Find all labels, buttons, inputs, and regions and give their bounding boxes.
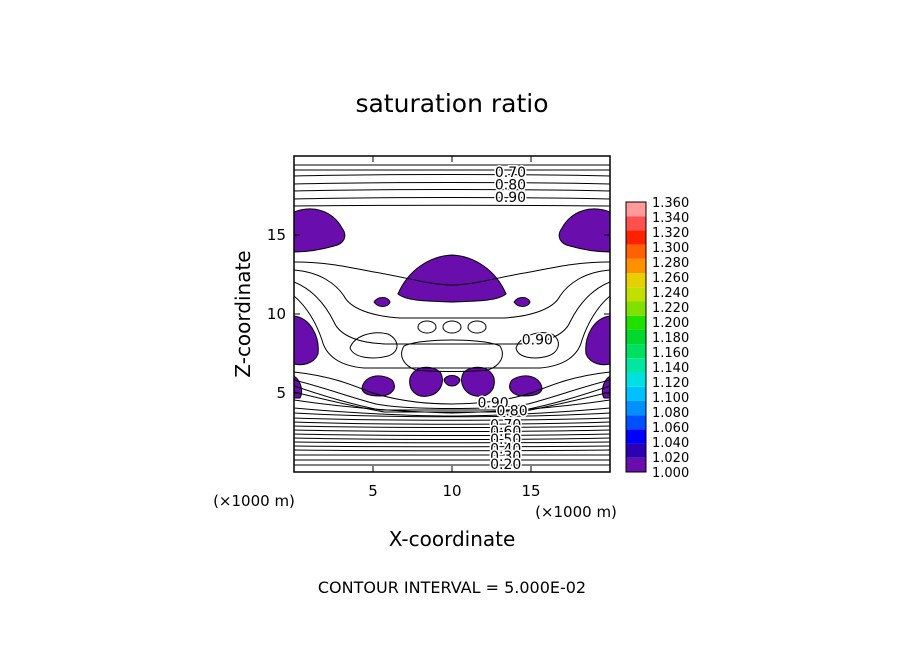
contour-value-label: 0.90 <box>477 395 508 411</box>
contour-value-label: 0.80 <box>496 403 527 419</box>
x-unit-label-right: (×1000 m) <box>535 503 617 521</box>
colorbar-level-label: 1.180 <box>652 331 689 346</box>
colorbar-swatch <box>626 216 646 231</box>
x-axis-label: X-coordinate <box>389 527 516 551</box>
region-lower-left <box>361 375 395 397</box>
region-small-left <box>373 297 391 307</box>
colorbar-level-label: 1.220 <box>652 301 689 316</box>
colorbar-level-label: 1.300 <box>652 241 689 256</box>
colorbar-swatch <box>626 202 646 217</box>
contour-value-label: 0.90 <box>522 332 553 348</box>
colorbar-swatch <box>626 258 646 274</box>
colorbar-level-label: 1.000 <box>652 466 689 481</box>
supersaturated-regions <box>294 208 610 399</box>
colorbar-swatch <box>626 429 646 444</box>
colorbar-level-label: 1.120 <box>652 376 689 391</box>
region-lower-right <box>509 375 543 397</box>
x-axis-ticks: 5 10 15 <box>368 156 541 500</box>
colorbar-level-label: 1.200 <box>652 316 689 331</box>
colorbar-swatch <box>626 400 646 416</box>
colorbar-swatch <box>626 372 646 387</box>
colorbar: 1.0001.0201.0401.0601.0801.1001.1201.140… <box>625 196 689 481</box>
colorbar-level-label: 1.140 <box>652 361 689 376</box>
colorbar-swatch <box>626 344 646 359</box>
colorbar-swatch <box>626 386 646 401</box>
contour-value-label: 0.60 <box>490 424 521 440</box>
colorbar-level-label: 1.160 <box>652 346 689 361</box>
contour-value-label: 0.30 <box>490 449 521 465</box>
colorbar-swatch <box>626 273 646 288</box>
colorbar-level-label: 1.340 <box>652 211 689 226</box>
contour-value-label: 0.80 <box>495 177 526 193</box>
x-tick-label: 10 <box>442 482 461 500</box>
colorbar-level-label: 1.060 <box>652 421 689 436</box>
colorbar-swatch <box>626 415 646 430</box>
x-tick-label: 5 <box>368 482 378 500</box>
y-tick-label: 10 <box>267 305 286 323</box>
colorbar-level-label: 1.280 <box>652 256 689 271</box>
colorbar-swatch <box>626 287 646 302</box>
region-right-mid <box>585 315 610 366</box>
colorbar-level-label: 1.240 <box>652 286 689 301</box>
contour-value-label: 0.50 <box>490 432 521 448</box>
y-tick-label: 15 <box>267 226 286 244</box>
colorbar-level-label: 1.260 <box>652 271 689 286</box>
x-unit-label-left: (×1000 m) <box>213 492 295 510</box>
colorbar-level-label: 1.080 <box>652 406 689 421</box>
y-axis-ticks: 5 10 15 <box>267 226 610 402</box>
contour-interval-footer: CONTOUR INTERVAL = 5.000E-02 <box>318 578 586 597</box>
y-tick-label: 5 <box>276 384 286 402</box>
region-top-right <box>558 208 610 253</box>
contour-value-label: 0.70 <box>490 418 521 434</box>
y-axis-label: Z-coordinate <box>231 250 255 377</box>
chart-title: saturation ratio <box>355 89 548 118</box>
colorbar-swatch <box>626 457 646 472</box>
colorbar-swatch <box>626 244 646 259</box>
colorbar-swatch <box>626 230 646 245</box>
colorbar-level-label: 1.100 <box>652 391 689 406</box>
contour-value-label: 0.20 <box>490 457 521 473</box>
region-small-right <box>513 297 531 307</box>
colorbar-level-label: 1.040 <box>652 436 689 451</box>
colorbar-swatch <box>626 301 646 316</box>
colorbar-swatch <box>626 329 646 345</box>
colorbar-swatch <box>626 358 646 373</box>
region-center-dome <box>397 254 507 303</box>
contour-lines <box>294 164 610 466</box>
colorbar-swatch <box>626 315 646 330</box>
colorbar-level-label: 1.320 <box>652 226 689 241</box>
colorbar-frame <box>625 201 647 473</box>
colorbar-level-label: 1.360 <box>652 196 689 211</box>
contour-labels: 0.700.800.900.900.900.800.700.600.500.40… <box>476 163 554 473</box>
region-center-small <box>443 375 461 387</box>
region-left-mid <box>294 315 319 366</box>
region-top-left <box>294 208 346 253</box>
x-tick-label: 15 <box>521 482 540 500</box>
colorbar-level-label: 1.020 <box>652 451 689 466</box>
colorbar-swatch <box>626 443 646 458</box>
contour-value-label: 0.40 <box>490 441 521 457</box>
contour-value-label: 0.70 <box>495 165 526 181</box>
contour-value-label: 0.90 <box>495 190 526 206</box>
